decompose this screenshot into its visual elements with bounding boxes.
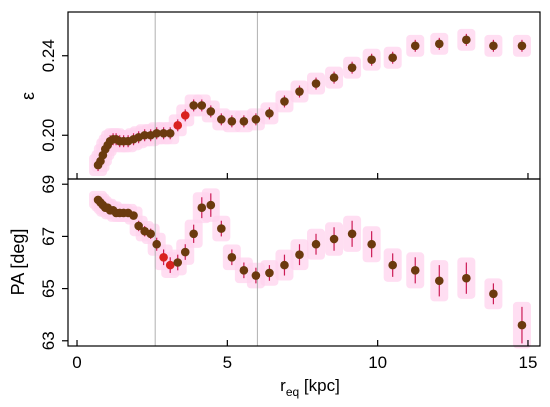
top-reference-lines <box>154 12 258 179</box>
bot-data-point <box>180 247 190 257</box>
top-data-point <box>173 121 183 130</box>
top-data-point <box>517 41 527 51</box>
bot-data-point <box>239 266 249 275</box>
bot-data-point <box>329 234 339 244</box>
bottom-panel: 63 65 67 69 0 5 10 15 PA [deg] req [kpc] <box>8 175 541 399</box>
top-x-ticks <box>76 173 529 179</box>
top-y-tick-label: 0.20 <box>39 119 58 152</box>
top-panel: 0.20 0.24 ε <box>18 11 541 180</box>
bot-data-point <box>280 260 289 270</box>
bottom-y-axis-label: PA [deg] <box>8 229 28 296</box>
top-data-point <box>206 107 216 116</box>
x-axis-label-unit: [kpc] <box>299 376 340 395</box>
top-data-point <box>434 39 444 49</box>
top-points <box>93 35 527 170</box>
bottom-reference-lines <box>154 179 258 346</box>
top-data-point <box>462 35 471 45</box>
bot-data-point <box>206 200 216 210</box>
top-errorbars <box>97 33 523 172</box>
x-axis-label-main: r <box>280 376 286 395</box>
top-data-point <box>140 130 149 140</box>
bot-data-point <box>367 239 376 249</box>
bot-data-point <box>388 260 397 270</box>
top-data-point <box>265 109 274 118</box>
bot-data-point <box>251 271 261 280</box>
bot-y-tick-label: 69 <box>39 175 58 194</box>
top-data-point <box>295 87 304 96</box>
x-axis-label: req [kpc] <box>280 376 340 399</box>
top-data-point <box>410 41 420 51</box>
top-data-point <box>227 117 237 126</box>
bot-y-tick-label: 67 <box>39 227 58 246</box>
bot-data-point <box>165 260 175 270</box>
top-data-point <box>239 117 249 126</box>
top-data-point <box>152 128 161 138</box>
top-data-point <box>388 53 397 63</box>
bot-data-point <box>265 268 274 278</box>
top-data-point <box>329 73 339 82</box>
bot-data-point <box>347 229 357 239</box>
bottom-x-ticks: 0 5 10 15 <box>72 340 537 372</box>
bot-data-point <box>159 252 168 262</box>
bot-data-point <box>217 224 226 233</box>
bot-data-point <box>517 320 527 330</box>
top-data-point <box>217 115 226 124</box>
bottom-y-ticks: 63 65 67 69 <box>39 175 68 350</box>
top-data-point <box>280 97 289 106</box>
bot-data-point <box>197 203 207 213</box>
bottom-plot-frame <box>67 178 541 347</box>
top-data-point <box>165 128 175 138</box>
bot-y-tick-label: 65 <box>39 279 58 298</box>
bot-data-point <box>410 266 420 275</box>
bot-data-point <box>146 229 155 239</box>
bot-data-point <box>311 239 321 249</box>
top-y-axis-label: ε <box>18 92 38 100</box>
top-data-point <box>367 55 376 65</box>
bottom-points <box>93 195 527 330</box>
bot-data-point <box>173 258 183 267</box>
bot-data-point <box>462 273 471 283</box>
bot-data-point <box>189 229 198 239</box>
top-data-point <box>311 79 321 88</box>
top-data-point <box>197 101 207 110</box>
x-axis-label-subscript: eq <box>286 385 299 399</box>
top-y-ticks: 0.20 0.24 <box>39 39 68 152</box>
x-tick-label: 15 <box>519 353 538 372</box>
bot-data-point <box>152 239 161 249</box>
bot-data-point <box>134 221 143 231</box>
bot-data-point <box>434 276 444 286</box>
bot-data-point <box>295 250 304 259</box>
top-data-point <box>189 101 198 110</box>
bot-y-tick-label: 63 <box>39 331 58 350</box>
top-data-point <box>489 41 498 51</box>
top-y-tick-label: 0.24 <box>39 39 58 72</box>
bot-data-point <box>227 252 237 262</box>
x-tick-label: 10 <box>368 353 387 372</box>
top-data-point <box>251 115 261 124</box>
top-data-point <box>347 63 357 72</box>
x-tick-label: 0 <box>72 353 81 372</box>
x-tick-label: 5 <box>223 353 232 372</box>
top-data-point <box>159 128 168 138</box>
top-data-point <box>180 111 190 120</box>
bot-data-point <box>489 289 498 299</box>
bot-data-point <box>129 211 138 220</box>
